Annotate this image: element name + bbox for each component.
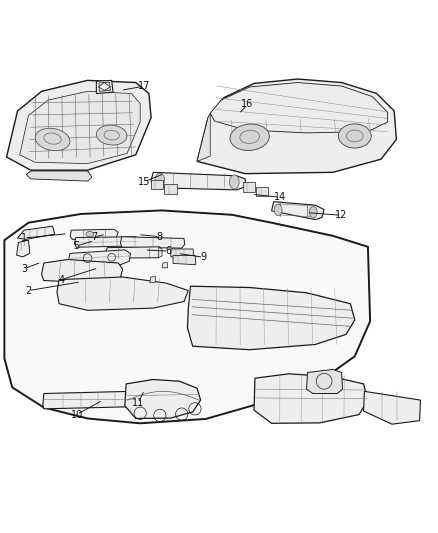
Polygon shape: [256, 187, 268, 197]
Text: 3: 3: [21, 264, 27, 273]
Ellipse shape: [230, 124, 269, 150]
Text: 7: 7: [91, 232, 97, 242]
Polygon shape: [173, 255, 196, 265]
Ellipse shape: [230, 175, 239, 189]
Polygon shape: [105, 247, 161, 258]
Polygon shape: [307, 369, 343, 393]
Polygon shape: [43, 391, 136, 409]
Text: 14: 14: [274, 192, 286, 203]
Text: 12: 12: [336, 210, 348, 220]
Polygon shape: [26, 171, 92, 181]
Ellipse shape: [86, 231, 94, 237]
Polygon shape: [210, 83, 388, 133]
Text: 9: 9: [201, 252, 207, 262]
Polygon shape: [151, 172, 245, 190]
Polygon shape: [96, 80, 113, 93]
Ellipse shape: [338, 124, 371, 148]
Text: 4: 4: [58, 274, 64, 285]
Text: 2: 2: [25, 286, 32, 296]
Polygon shape: [4, 211, 370, 423]
Ellipse shape: [309, 206, 317, 218]
Text: 1: 1: [21, 233, 27, 243]
Polygon shape: [159, 247, 162, 258]
Text: 15: 15: [138, 176, 151, 187]
Polygon shape: [197, 113, 210, 161]
Ellipse shape: [274, 204, 282, 216]
Polygon shape: [125, 379, 201, 418]
Polygon shape: [20, 91, 140, 164]
Polygon shape: [164, 184, 177, 194]
Polygon shape: [243, 182, 255, 192]
Text: 10: 10: [71, 409, 83, 419]
Ellipse shape: [96, 125, 127, 145]
Polygon shape: [151, 180, 163, 189]
Text: 16: 16: [241, 100, 254, 109]
Text: 17: 17: [138, 81, 151, 91]
Polygon shape: [42, 260, 123, 283]
Polygon shape: [364, 391, 420, 424]
Polygon shape: [254, 374, 368, 423]
Polygon shape: [17, 240, 30, 257]
Polygon shape: [197, 79, 396, 174]
Polygon shape: [120, 237, 185, 248]
Polygon shape: [18, 226, 55, 239]
Ellipse shape: [155, 173, 165, 187]
Polygon shape: [171, 249, 194, 258]
Text: 6: 6: [166, 246, 172, 256]
Polygon shape: [162, 263, 168, 268]
Polygon shape: [272, 201, 324, 220]
Polygon shape: [68, 250, 131, 266]
Text: 5: 5: [74, 241, 80, 251]
Polygon shape: [57, 277, 188, 310]
Text: 8: 8: [157, 232, 163, 242]
Ellipse shape: [35, 128, 70, 151]
Polygon shape: [70, 229, 118, 239]
Polygon shape: [74, 237, 138, 247]
Polygon shape: [187, 286, 355, 350]
Polygon shape: [7, 80, 151, 170]
Text: 11: 11: [132, 398, 144, 408]
Polygon shape: [150, 277, 155, 282]
